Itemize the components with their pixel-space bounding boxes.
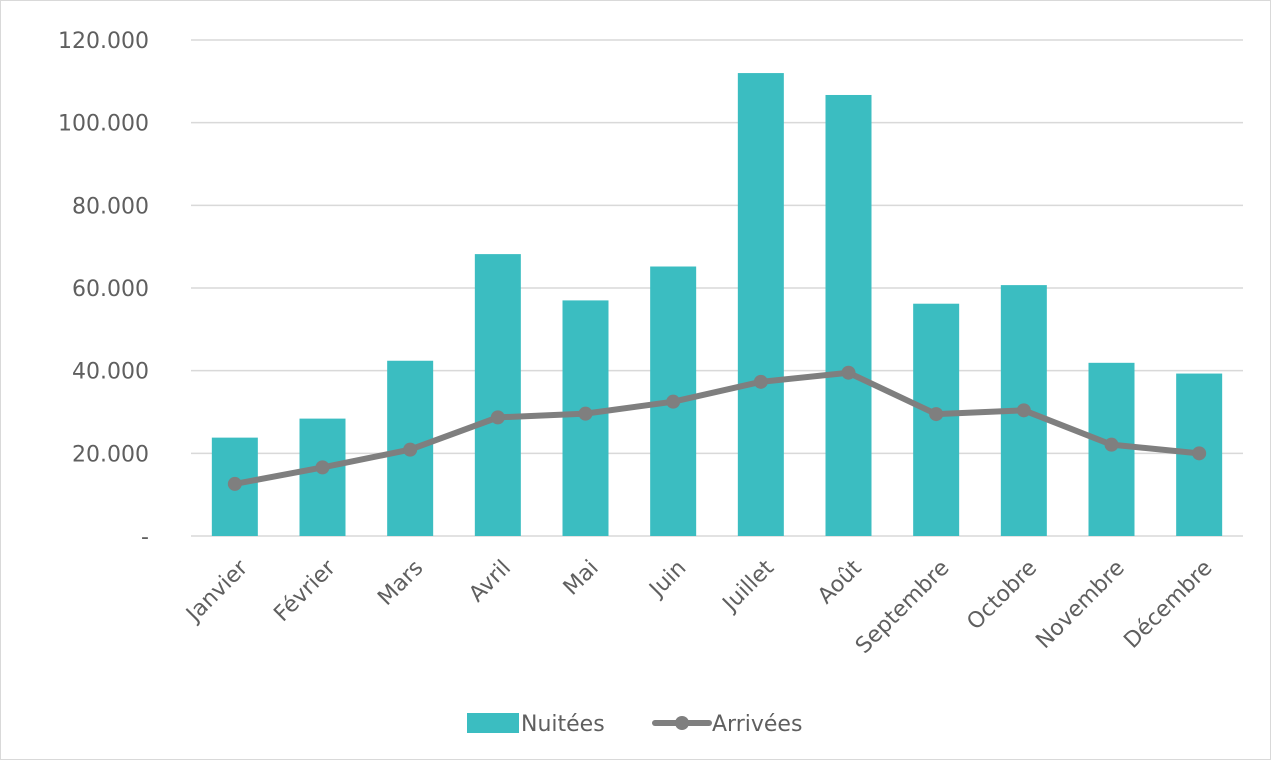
x-tick-label: Juin <box>644 556 692 604</box>
bar-nuitees <box>825 94 872 537</box>
x-axis-labels: Janvier Février Mars Avril Mai Juin Juillet Aoû… <box>181 555 1218 659</box>
bar-nuitees <box>299 418 346 536</box>
point-arrivees <box>1192 446 1207 461</box>
bar-nuitees <box>474 254 521 536</box>
y-tick-label: 100.000 <box>58 112 149 137</box>
point-arrivees <box>1104 437 1119 452</box>
point-arrivees <box>227 476 242 491</box>
x-tick-label: Septembre <box>851 556 954 659</box>
x-tick-label: Janvier <box>181 555 254 628</box>
point-arrivees <box>929 407 944 422</box>
bar-nuitees <box>737 73 784 537</box>
gridlines <box>191 39 1243 537</box>
line-arrivees <box>231 369 1203 487</box>
y-tick-label: 80.000 <box>72 194 149 219</box>
point-arrivees <box>315 460 330 475</box>
y-tick-label: 40.000 <box>72 360 149 385</box>
point-arrivees <box>490 410 505 425</box>
point-arrivees <box>578 406 593 421</box>
x-tick-label: Avril <box>464 556 516 608</box>
x-tick-label: Mai <box>559 556 604 601</box>
legend-label-nuitees: Nuitées <box>521 712 605 737</box>
point-arrivees <box>666 394 681 409</box>
line-series-arrivees <box>227 365 1207 491</box>
bar-series-nuitees <box>211 73 1223 537</box>
point-arrivees <box>1016 403 1031 418</box>
x-tick-label: Février <box>270 555 342 627</box>
legend: Nuitées Arrivées <box>467 712 802 737</box>
x-tick-label: Décembre <box>1119 556 1217 654</box>
y-axis-ticks: - 20.000 40.000 60.000 80.000 100.000 120.000 <box>58 29 149 550</box>
x-tick-label: Mars <box>373 556 428 611</box>
x-tick-label: Octobre <box>962 556 1042 636</box>
x-tick-label: Novembre <box>1031 556 1129 654</box>
y-tick-label: 60.000 <box>72 277 149 302</box>
legend-label-arrivees: Arrivées <box>712 712 802 737</box>
point-arrivees <box>753 374 768 389</box>
point-arrivees <box>841 365 856 380</box>
y-tick-label: 20.000 <box>72 442 149 467</box>
y-tick-label: - <box>141 525 149 550</box>
y-tick-label: 120.000 <box>58 29 149 54</box>
legend-swatch-nuitees <box>467 713 519 733</box>
legend-swatch-arrivees-marker <box>675 716 689 730</box>
point-arrivees <box>403 442 418 457</box>
x-tick-label: Juillet <box>717 555 779 617</box>
x-tick-label: Août <box>813 555 867 609</box>
